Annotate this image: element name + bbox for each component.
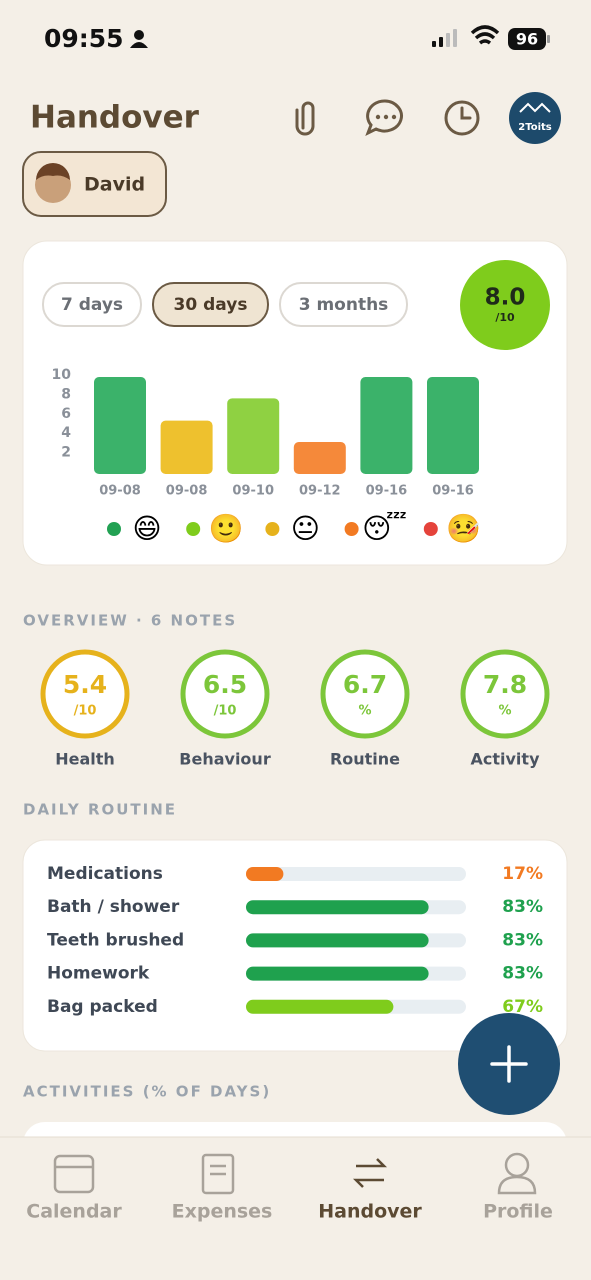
child-avatar-hair [36, 163, 70, 180]
chat-button[interactable] [365, 99, 403, 137]
routine-label: Homework [47, 964, 150, 984]
routine-percent: 83% [502, 930, 543, 950]
y-tick-label: 2 [61, 445, 71, 461]
score-unit: /10 [495, 311, 515, 324]
status-time: 09:55 [44, 24, 124, 53]
wifi-icon [470, 25, 500, 45]
score-value: 8.0 [485, 285, 526, 311]
overview-value: 6.5 [203, 670, 247, 699]
nav-item[interactable]: Expenses [172, 1201, 273, 1223]
legend-dot [186, 522, 201, 536]
bar [160, 420, 213, 474]
overview-label: Health [55, 750, 115, 769]
section-title: DAILY ROUTINE [23, 801, 177, 819]
routine-percent: 17% [502, 864, 543, 884]
person-icon [134, 30, 144, 40]
y-tick-label: 6 [61, 406, 71, 422]
range-option-label: 3 months [299, 295, 389, 315]
nav-item[interactable]: Profile [483, 1201, 553, 1223]
bar [427, 377, 479, 474]
overview-unit: /10 [214, 704, 237, 719]
routine-bar [246, 900, 429, 915]
legend-emoji: 🙂 [209, 512, 244, 545]
signal-icon [432, 29, 457, 47]
history-button[interactable] [444, 100, 480, 136]
y-tick-label: 10 [52, 367, 72, 383]
routine-label: Teeth brushed [47, 930, 184, 950]
routine-label: Medications [47, 864, 163, 884]
nav-item[interactable]: Calendar [26, 1201, 122, 1223]
overview-label: Routine [330, 750, 400, 769]
score-badge [460, 260, 550, 350]
section-title: ACTIVITIES (% OF DAYS) [23, 1083, 271, 1101]
legend-dot [107, 522, 121, 536]
overview-ring [40, 649, 130, 739]
routine-bar [246, 867, 284, 881]
range-option[interactable] [152, 282, 269, 327]
bar [293, 441, 346, 474]
x-tick-label: 09-10 [232, 484, 274, 499]
bottom-nav [0, 1137, 591, 1280]
routine-label: Bath / shower [47, 897, 180, 917]
overview-ring [180, 649, 270, 739]
overview-value: 5.4 [63, 670, 107, 699]
overview-value: 7.8 [483, 670, 527, 699]
overview-ring [460, 649, 550, 739]
y-tick-label: 8 [61, 386, 71, 402]
account-avatar[interactable] [509, 92, 561, 144]
bar [94, 377, 146, 474]
x-tick-label: 09-12 [299, 484, 341, 499]
routine-track [246, 867, 466, 881]
x-tick-label: 09-16 [366, 484, 408, 499]
bar [360, 377, 413, 474]
legend-emoji: 😄 [132, 512, 161, 545]
logo-roofs [519, 102, 551, 113]
range-option-label: 7 days [61, 295, 123, 315]
routine-bar [246, 966, 429, 981]
legend-emoji: 😐 [291, 512, 320, 545]
x-tick-label: 09-16 [432, 484, 474, 499]
bar [227, 398, 280, 474]
legend-dot [423, 522, 438, 536]
overview-label: Behaviour [179, 750, 271, 769]
child-name: David [84, 174, 145, 196]
x-tick-label: 09-08 [99, 484, 141, 499]
range-option[interactable] [42, 282, 142, 327]
legend-emoji: 🤒 [446, 512, 481, 545]
chart-card [22, 240, 568, 566]
battery-tip [547, 35, 550, 43]
battery-icon [508, 28, 546, 50]
x-tick-label: 09-08 [166, 484, 208, 499]
account-avatar-text: 2Toits [518, 122, 552, 133]
page-title: Handover [30, 100, 200, 136]
routine-percent: 67% [502, 997, 543, 1017]
overview-unit: % [358, 704, 371, 719]
legend-dot [344, 522, 359, 536]
overview-value: 6.7 [343, 670, 387, 699]
y-tick-label: 4 [61, 425, 71, 441]
section-title: OVERVIEW · 6 NOTES [23, 612, 237, 630]
battery-level: 96 [516, 30, 538, 49]
legend-emoji: 😴 [362, 512, 407, 545]
overview-ring [320, 649, 410, 739]
nav-icons [53, 1152, 537, 1195]
legend-dot [265, 522, 280, 536]
routine-percent: 83% [502, 897, 543, 917]
nav-item[interactable]: Handover [318, 1201, 422, 1223]
overview-unit: /10 [74, 704, 97, 719]
routine-bar [246, 933, 429, 948]
routine-bar [246, 999, 394, 1014]
routine-label: Bag packed [47, 997, 158, 1017]
person-icon [130, 42, 148, 48]
overview-unit: % [498, 704, 511, 719]
routine-percent: 83% [502, 964, 543, 984]
range-option[interactable] [279, 282, 408, 327]
attach-button[interactable] [295, 101, 315, 136]
range-option-label: 30 days [174, 295, 248, 315]
add-icon [490, 1045, 528, 1083]
overview-label: Activity [471, 750, 541, 769]
